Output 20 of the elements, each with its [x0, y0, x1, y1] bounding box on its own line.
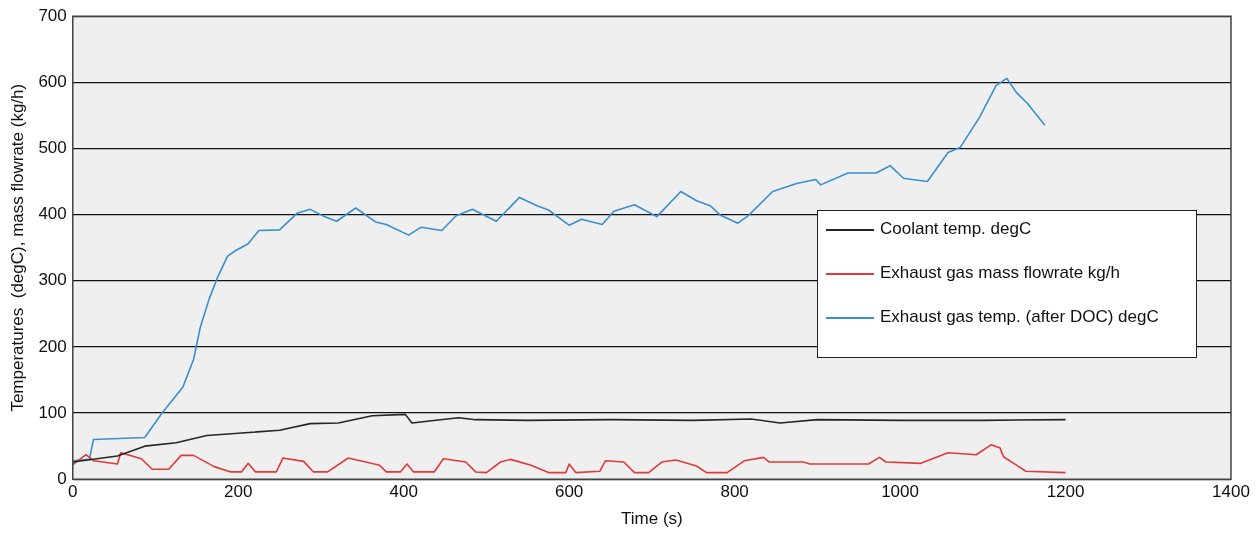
y-tick-label: 400: [38, 204, 67, 224]
y-tick-label: 200: [38, 336, 67, 356]
x-tick-label: 200: [224, 482, 253, 502]
x-tick-label: 600: [554, 482, 584, 502]
x-tick-label: 1000: [881, 482, 919, 502]
x-axis-title: Time (s): [621, 509, 683, 529]
y-tick-label: 0: [57, 468, 67, 488]
legend-label: Exhaust gas mass flowrate kg/h: [880, 263, 1121, 283]
legend-label: Exhaust gas temp. (after DOC) degC: [880, 307, 1159, 327]
y-tick-label: 300: [38, 270, 67, 290]
y-tick-label: 700: [38, 5, 67, 25]
y-tick-label: 600: [38, 72, 67, 92]
x-tick-label: 1200: [1046, 482, 1085, 502]
x-tick-label: 1400: [1212, 482, 1250, 502]
x-tick-label: 400: [389, 482, 418, 502]
x-tick-label: 800: [720, 482, 749, 502]
legend-label: Coolant temp. degC: [880, 219, 1032, 239]
y-tick-label: 100: [38, 402, 67, 422]
y-axis-title: Temperatures (degC), mass flowrate (kg/h): [7, 83, 27, 412]
y-tick-label: 500: [38, 138, 67, 158]
